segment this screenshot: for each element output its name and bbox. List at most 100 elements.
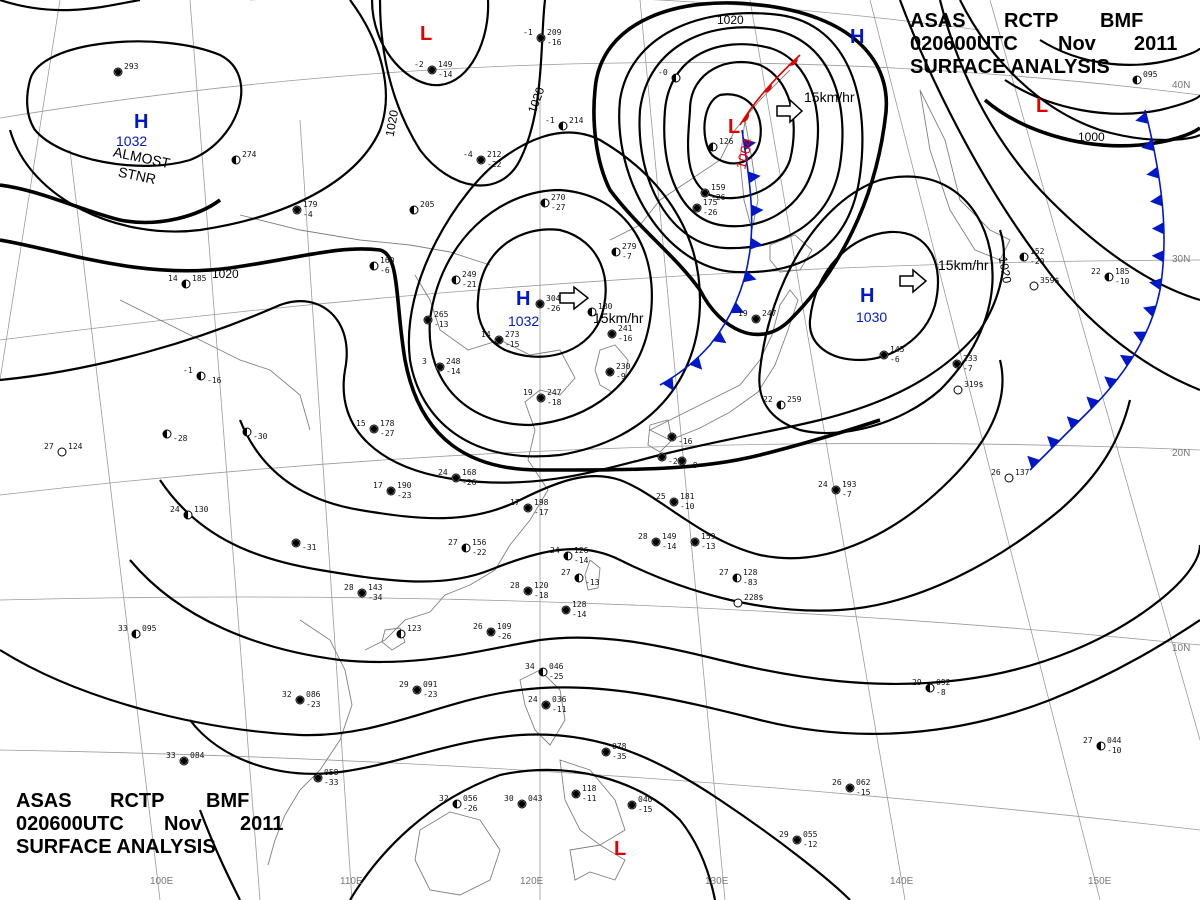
station-plot: -9 <box>677 456 698 470</box>
latitude-line-30n <box>0 259 1200 341</box>
station-sky-fill <box>524 587 532 595</box>
station-sky-fill <box>424 316 432 324</box>
cold-front-triangle <box>743 138 757 151</box>
station-sky-fill <box>541 199 545 207</box>
station-sky-fill <box>564 552 568 560</box>
isobar-ne-4 <box>898 0 1200 392</box>
station-plot: 32 086-23 <box>282 690 321 709</box>
motion-speed: 15km/hr <box>938 257 989 273</box>
station-pressure: 214 <box>569 116 584 125</box>
station-plot: 3 248-14 <box>422 357 461 376</box>
station-pressure-tendency: -15 <box>505 340 520 349</box>
station-pressure-tendency: -26 <box>497 632 512 641</box>
station-pressure-tendency: -23 <box>397 491 412 500</box>
station-temperature: 32 <box>439 794 449 803</box>
low-letter: L <box>420 23 432 45</box>
station-plot: 27 124 <box>44 442 83 457</box>
title-line-2: 020600UTC Nov 2011 <box>910 33 1190 56</box>
lat-label: 30N <box>1172 254 1190 265</box>
station-plot: 22 259 <box>763 395 802 410</box>
station-sky-fill <box>358 589 366 597</box>
station-pressure: 149 <box>662 532 677 541</box>
station-sky-fill <box>477 156 485 164</box>
station-sky-fill <box>608 330 616 338</box>
station-sky-fill <box>293 206 301 214</box>
station-pressure: 293 <box>124 62 139 71</box>
station-sky-fill <box>572 790 580 798</box>
station-pressure: 168 <box>462 468 477 477</box>
high-letter: H <box>134 111 148 133</box>
station-pressure: 265 <box>434 310 449 319</box>
station-pressure-tendency: -14 <box>662 542 677 551</box>
station-plot: -1 214 <box>545 116 584 131</box>
isobar-nw-outer <box>8 0 387 233</box>
isobar-label: 1020 <box>717 13 744 27</box>
warm-front-semicircle <box>788 57 798 66</box>
station-pressure-tendency: -28 <box>173 434 188 443</box>
station-sky-fill <box>397 630 401 638</box>
high-value: 1032 <box>116 133 147 149</box>
station-sky-fill <box>232 156 236 164</box>
high-value: 1032 <box>508 313 539 329</box>
station-pressure: 359$ <box>1040 276 1059 285</box>
station-pressure-tendency: -26 <box>711 193 726 202</box>
station-temperature: 33 <box>166 751 176 760</box>
station-plot: 24 126-14 <box>550 546 589 565</box>
motion-vector-central-high: 15km/hr <box>559 285 644 326</box>
warm-front-semicircle <box>741 112 749 123</box>
station-pressure: 056 <box>463 794 478 803</box>
isobar-east-high-outer <box>758 175 994 435</box>
station-temperature: 24 <box>170 505 180 514</box>
station-sky-fill <box>180 757 188 765</box>
station-sky-fill <box>693 204 701 212</box>
station-pressure-tendency: -13 <box>701 542 716 551</box>
title-line-2: 020600UTC Nov 2011 <box>16 813 296 836</box>
station-sky-fill <box>452 276 456 284</box>
station-pressure: 159 <box>701 532 716 541</box>
station-plot: 095 <box>1132 70 1158 85</box>
station-plot: 27 -13 <box>561 568 600 587</box>
station-plot: 26 109-26 <box>473 622 512 641</box>
station-temperature: 34 <box>525 662 535 671</box>
station-sky-fill <box>709 143 713 151</box>
station-pressure: 137 <box>1015 468 1030 477</box>
title-time: 020600UTC <box>910 33 1018 55</box>
station-pressure-tendency: -18 <box>534 591 549 600</box>
station-pressure-tendency: -16 <box>678 437 693 446</box>
station-pressure: 270 <box>551 193 566 202</box>
isobar-east-high-inner <box>808 230 940 362</box>
station-sky-cover-icon <box>57 447 67 457</box>
low-center-south: L <box>614 838 626 860</box>
station-temperature: -1 <box>523 28 533 37</box>
isobar-south-3 <box>129 544 1200 686</box>
low-center-ne: L <box>1036 95 1048 117</box>
station-temperature: 19 <box>523 388 533 397</box>
station-plot: 058-33 <box>313 768 339 787</box>
cold-front-triangle <box>662 377 674 391</box>
station-pressure-tendency: -4 <box>303 210 313 219</box>
station-plot: 33 095 <box>118 624 157 639</box>
station-pressure: 209 <box>547 28 562 37</box>
station-sky-fill <box>832 486 840 494</box>
low-value: 1004 <box>732 136 756 170</box>
isobar-central-high-inner <box>476 228 607 358</box>
station-temperature: 27 <box>1083 736 1093 745</box>
station-pressure: 044 <box>1107 736 1122 745</box>
station-pressure-tendency: -26 <box>462 478 477 487</box>
station-temperature: -1 <box>545 116 555 125</box>
station-plot: 265-13 <box>423 310 449 329</box>
station-pressure-tendency: -18 <box>547 398 562 407</box>
cold-front-triangle <box>1119 354 1134 367</box>
station-pressure: 193 <box>842 480 857 489</box>
station-sky-fill <box>701 189 709 197</box>
station-pressure-tendency: -7 <box>622 252 632 261</box>
station-sky-fill <box>197 372 201 380</box>
station-plot: 175-26 <box>692 198 718 217</box>
station-sky-fill <box>1133 76 1137 84</box>
warm-front-bumps <box>741 57 798 123</box>
isobar-label: 1020 <box>212 267 239 281</box>
station-sky-fill <box>495 336 503 344</box>
station-pressure-tendency: -9 <box>688 461 698 470</box>
hokkaido <box>769 234 813 273</box>
